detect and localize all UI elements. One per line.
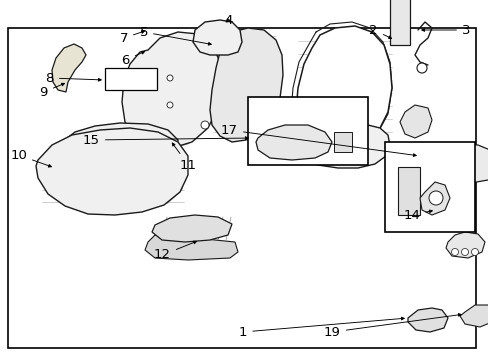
Polygon shape [209,28,283,142]
Circle shape [201,121,208,129]
Text: 10: 10 [10,149,51,167]
Bar [384,142,474,232]
Text: 19: 19 [324,314,460,338]
Polygon shape [122,32,222,148]
Text: 4: 4 [224,14,232,27]
Circle shape [461,248,468,256]
Polygon shape [399,105,431,138]
Circle shape [470,248,478,256]
Text: 7: 7 [119,31,144,45]
Polygon shape [295,122,389,168]
Circle shape [416,63,426,73]
Polygon shape [145,235,238,260]
Circle shape [450,248,458,256]
Polygon shape [52,44,86,92]
Text: 1: 1 [238,317,404,338]
Polygon shape [36,128,187,215]
Text: 6: 6 [122,51,144,67]
Text: 11: 11 [172,143,197,171]
Text: 16: 16 [0,359,1,360]
Text: 12: 12 [154,241,196,261]
Polygon shape [62,123,178,167]
Polygon shape [421,178,454,212]
Text: 3: 3 [421,23,469,36]
Circle shape [167,75,173,81]
Text: 17: 17 [221,123,415,157]
Polygon shape [409,144,488,184]
Polygon shape [152,215,231,242]
Bar [105,68,157,90]
Circle shape [167,102,173,108]
Polygon shape [407,308,447,332]
Bar [8,28,475,348]
Text: 2: 2 [369,23,391,39]
Polygon shape [295,26,391,152]
Bar [389,0,409,45]
Polygon shape [193,20,242,55]
Bar [333,132,351,152]
Text: 5: 5 [139,26,211,45]
Text: 18: 18 [0,359,1,360]
Polygon shape [419,182,449,215]
Polygon shape [256,125,331,160]
Circle shape [428,191,442,205]
Text: 8: 8 [45,72,101,85]
Polygon shape [459,305,488,327]
Bar [247,97,367,165]
Polygon shape [445,232,484,258]
Text: 13: 13 [0,359,1,360]
Text: 9: 9 [40,83,64,99]
Text: 14: 14 [403,208,431,221]
Bar [397,167,419,215]
Text: 15: 15 [83,134,248,147]
